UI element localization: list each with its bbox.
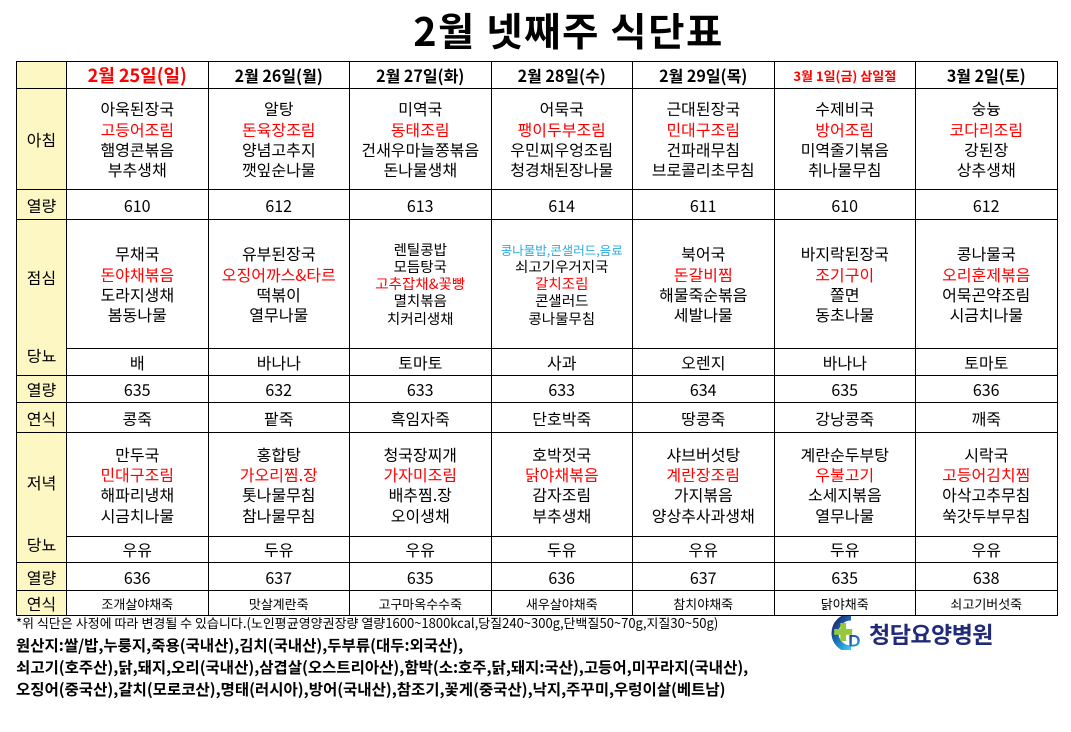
svg-text:청담요양병원: 청담요양병원	[869, 616, 993, 650]
svg-text:D: D	[848, 632, 860, 651]
